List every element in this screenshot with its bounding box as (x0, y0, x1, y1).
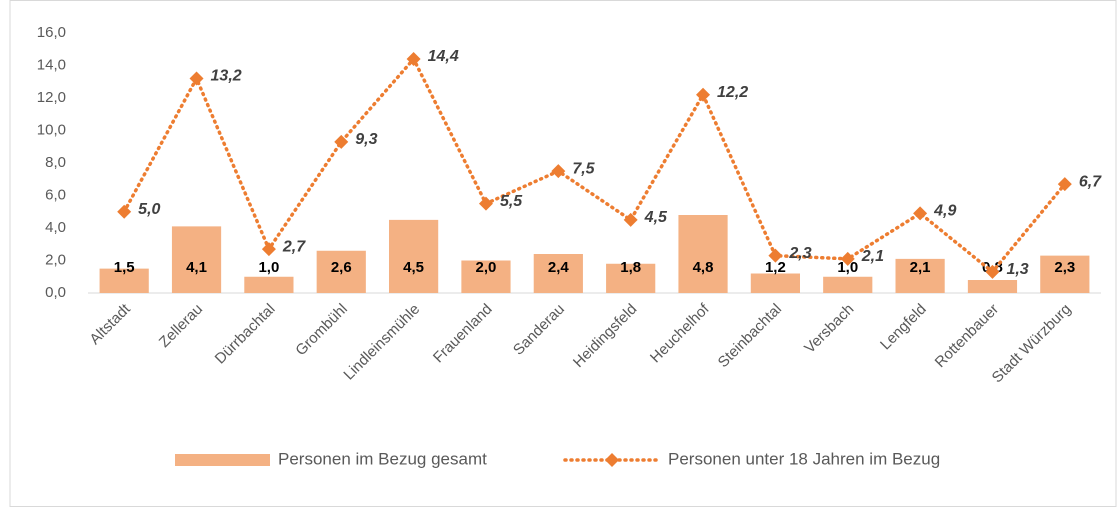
y-tick-label: 10,0 (37, 121, 66, 138)
legend-label: Personen unter 18 Jahren im Bezug (668, 449, 940, 468)
y-tick-label: 16,0 (37, 24, 66, 41)
bar (389, 219, 439, 293)
bar-value-label: 2,3 (1054, 259, 1075, 276)
y-tick-label: 2,0 (45, 251, 66, 268)
line-value-label: 4,9 (933, 203, 956, 220)
bar (533, 254, 583, 293)
x-tick-label: Heuchelhof (647, 300, 713, 366)
line-marker (696, 87, 711, 102)
bar-value-label: 1,5 (114, 259, 135, 276)
bar (171, 226, 222, 293)
line-marker (840, 251, 855, 266)
line-value-label: 12,2 (717, 84, 748, 101)
y-tick-label: 0,0 (45, 284, 66, 301)
line-marker (189, 71, 204, 86)
bar-value-label: 2,4 (548, 259, 570, 276)
y-tick-label: 12,0 (37, 89, 66, 106)
bar-value-label: 4,1 (186, 259, 207, 276)
line-value-label: 2,1 (861, 248, 884, 265)
bar-value-label: 2,6 (331, 259, 352, 276)
bar (1040, 255, 1090, 293)
line-value-label: 14,4 (428, 48, 459, 65)
bar (244, 276, 294, 293)
bar (823, 276, 873, 293)
bar-value-label: 1,8 (620, 259, 641, 276)
x-tick-label: Lengfeld (877, 301, 930, 354)
x-tick-label: Zellerau (156, 301, 206, 351)
line-marker (334, 134, 349, 149)
line-marker (913, 206, 928, 221)
x-tick-label: Dürrbachtal (212, 301, 279, 368)
line-value-label: 2,3 (788, 245, 811, 262)
line-value-label: 5,0 (138, 201, 160, 218)
bar-value-label: 4,5 (403, 259, 424, 276)
x-tick-label: Versbach (801, 301, 857, 357)
bar-value-label: 2,1 (910, 259, 931, 276)
line-marker (117, 204, 132, 219)
bar (316, 250, 366, 293)
x-tick-label: Steinbachtal (715, 301, 785, 371)
x-tick-label: Lindleinsmühle (340, 301, 423, 384)
bar (99, 268, 149, 293)
line (122, 55, 1067, 275)
x-tick-label: Frauenland (430, 301, 496, 367)
line-value-label: 6,7 (1079, 173, 1102, 190)
line-value-label: 1,3 (1006, 261, 1028, 278)
line-value-label: 9,3 (355, 131, 377, 148)
y-tick-label: 6,0 (45, 186, 66, 203)
bar (750, 273, 800, 293)
bar (967, 280, 1018, 293)
line-marker (768, 248, 783, 263)
bar (678, 215, 728, 293)
x-tick-label: Heidingsfeld (570, 301, 640, 371)
line-marker (985, 264, 1000, 279)
line-marker (551, 164, 566, 179)
bar-value-label: 4,8 (693, 259, 714, 276)
bar-value-label: 1,2 (765, 259, 786, 276)
x-tick-label: Sanderau (510, 301, 568, 359)
line-value-label: 5,5 (500, 193, 523, 210)
line-value-label: 7,5 (572, 160, 595, 177)
legend-swatch (175, 454, 270, 466)
x-tick-label: Grombühl (292, 301, 351, 360)
legend-marker (605, 453, 619, 467)
line-marker (623, 212, 638, 227)
bar-value-label: 2,0 (476, 259, 497, 276)
x-tick-label: Rottenbauer (932, 301, 1002, 371)
line-value-label: 2,7 (282, 238, 306, 255)
y-tick-label: 8,0 (45, 154, 66, 171)
legend-label: Personen im Bezug gesamt (278, 449, 487, 468)
x-tick-label: Stadt Würzburg (989, 301, 1075, 387)
line-marker (406, 52, 421, 66)
line-marker (478, 196, 493, 211)
y-tick-label: 14,0 (37, 56, 66, 73)
bar (895, 258, 945, 293)
bar (461, 260, 511, 293)
x-tick-label: Altstadt (86, 300, 134, 348)
line-value-label: 4,5 (644, 209, 668, 226)
bar (606, 263, 656, 293)
line-marker (1057, 177, 1072, 192)
y-tick-label: 4,0 (45, 219, 66, 236)
line-marker (261, 242, 276, 257)
bar-value-label: 1,0 (258, 259, 279, 276)
line-value-label: 13,2 (211, 68, 242, 85)
bar-value-label: 1,0 (837, 259, 858, 276)
